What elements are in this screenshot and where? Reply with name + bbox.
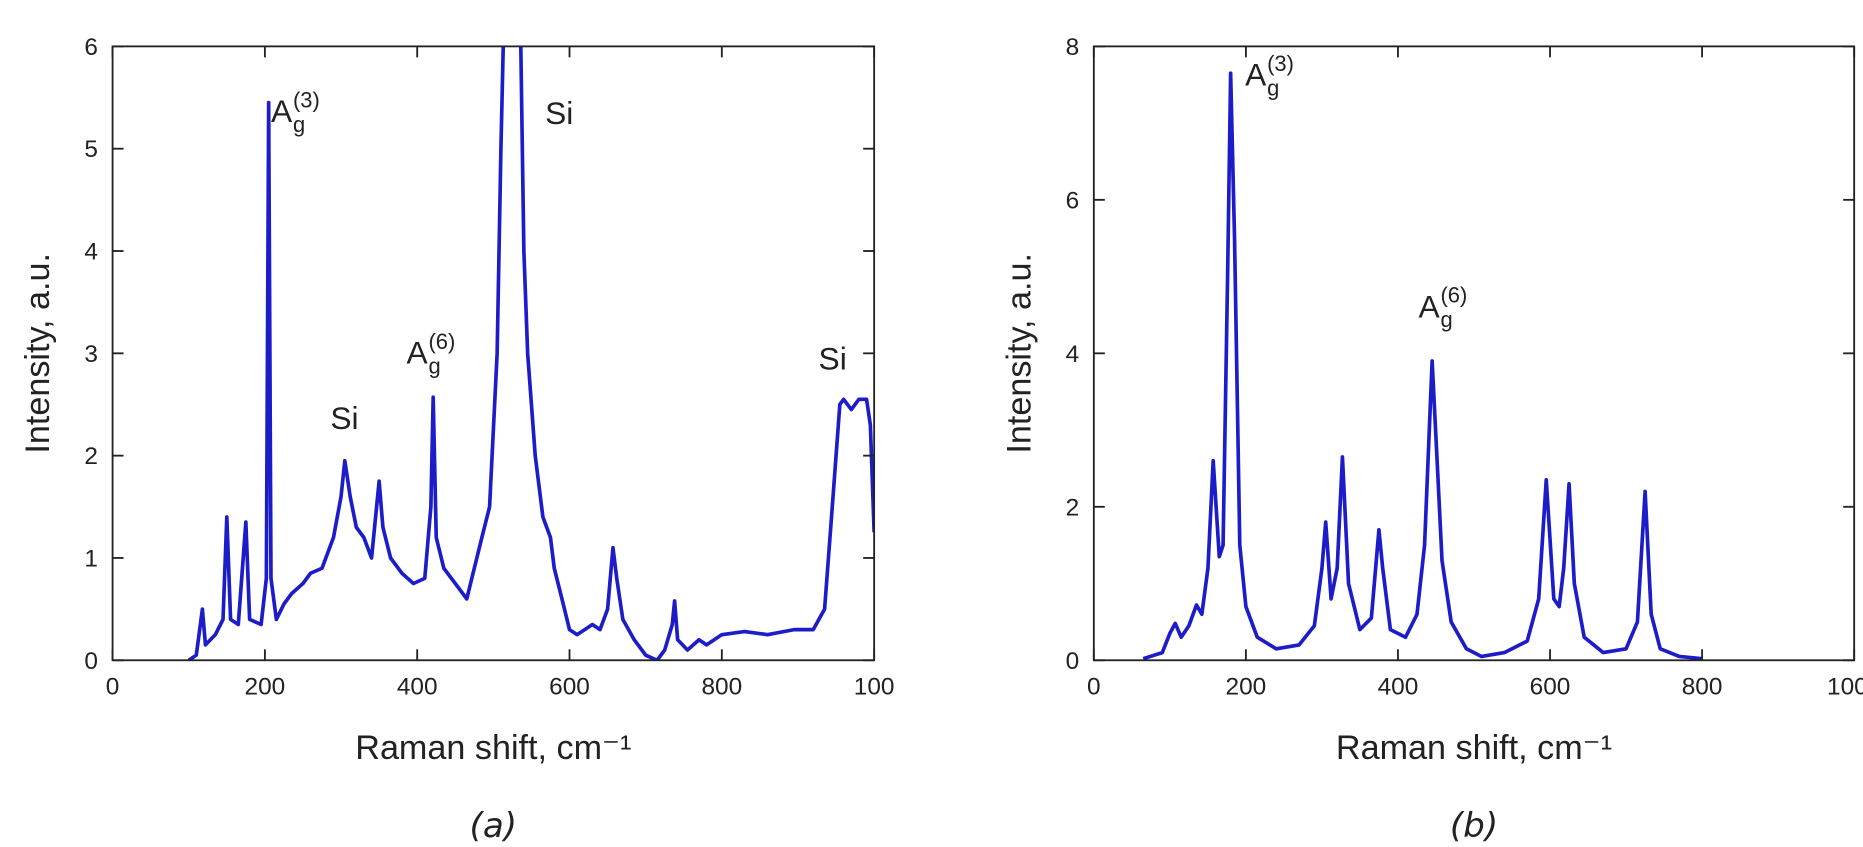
annotation-sup: (6) xyxy=(429,329,456,354)
x-tick-label: 600 xyxy=(549,673,590,700)
x-tick-label: 400 xyxy=(1378,673,1419,700)
caption: (a) xyxy=(470,806,518,846)
annotation: Si xyxy=(330,400,358,436)
spectrum-line xyxy=(1142,71,1703,661)
y-tick-label: 3 xyxy=(84,341,98,368)
y-tick-label: 5 xyxy=(84,136,98,163)
y-tick-label: 2 xyxy=(1066,494,1080,521)
x-tick-label: 200 xyxy=(245,673,286,700)
x-tick-label: 100 xyxy=(854,673,895,700)
y-tick-label: 8 xyxy=(1066,34,1080,61)
annotation-sub: g xyxy=(293,112,305,137)
x-tick-label: 0 xyxy=(106,673,120,700)
annotation: Si xyxy=(545,95,573,131)
y-tick-label: 6 xyxy=(84,34,98,61)
y-tick-label: 2 xyxy=(84,443,98,470)
annotation: Si xyxy=(819,341,847,377)
annotation-sup: (6) xyxy=(1440,283,1467,308)
x-tick-label: 800 xyxy=(701,673,742,700)
y-tick-label: 1 xyxy=(84,545,98,572)
annotation: A xyxy=(1245,57,1267,93)
y-tick-label: 4 xyxy=(84,239,98,266)
x-tick-label: 800 xyxy=(1682,673,1723,700)
annotation-sub: g xyxy=(1267,75,1279,100)
y-tick-label: 0 xyxy=(84,648,98,675)
x-tick-label: 400 xyxy=(397,673,438,700)
x-tick-label: 200 xyxy=(1226,673,1267,700)
spectrum-line xyxy=(187,46,875,661)
annotation-sub: g xyxy=(429,353,441,378)
x-tick-label: 600 xyxy=(1530,673,1571,700)
y-axis-label: Intensity, a.u. xyxy=(19,253,57,454)
x-axis-label: Raman shift, cm⁻¹ xyxy=(1336,729,1612,767)
annotation: A xyxy=(407,335,429,371)
annotation-sup: (3) xyxy=(293,87,320,112)
x-tick-label: 0 xyxy=(1087,673,1101,700)
annotation-sub: g xyxy=(1440,307,1452,332)
plot-frame xyxy=(111,45,876,662)
y-tick-label: 0 xyxy=(1066,648,1080,675)
annotation: A xyxy=(1418,288,1440,324)
y-tick-label: 4 xyxy=(1066,341,1080,368)
annotation-sup: (3) xyxy=(1267,51,1294,76)
x-axis-label: Raman shift, cm⁻¹ xyxy=(355,729,631,767)
y-tick-label: 6 xyxy=(1066,187,1080,214)
annotation: A xyxy=(271,93,293,129)
caption: (b) xyxy=(1450,806,1498,846)
y-axis-label: Intensity, a.u. xyxy=(1000,253,1038,454)
